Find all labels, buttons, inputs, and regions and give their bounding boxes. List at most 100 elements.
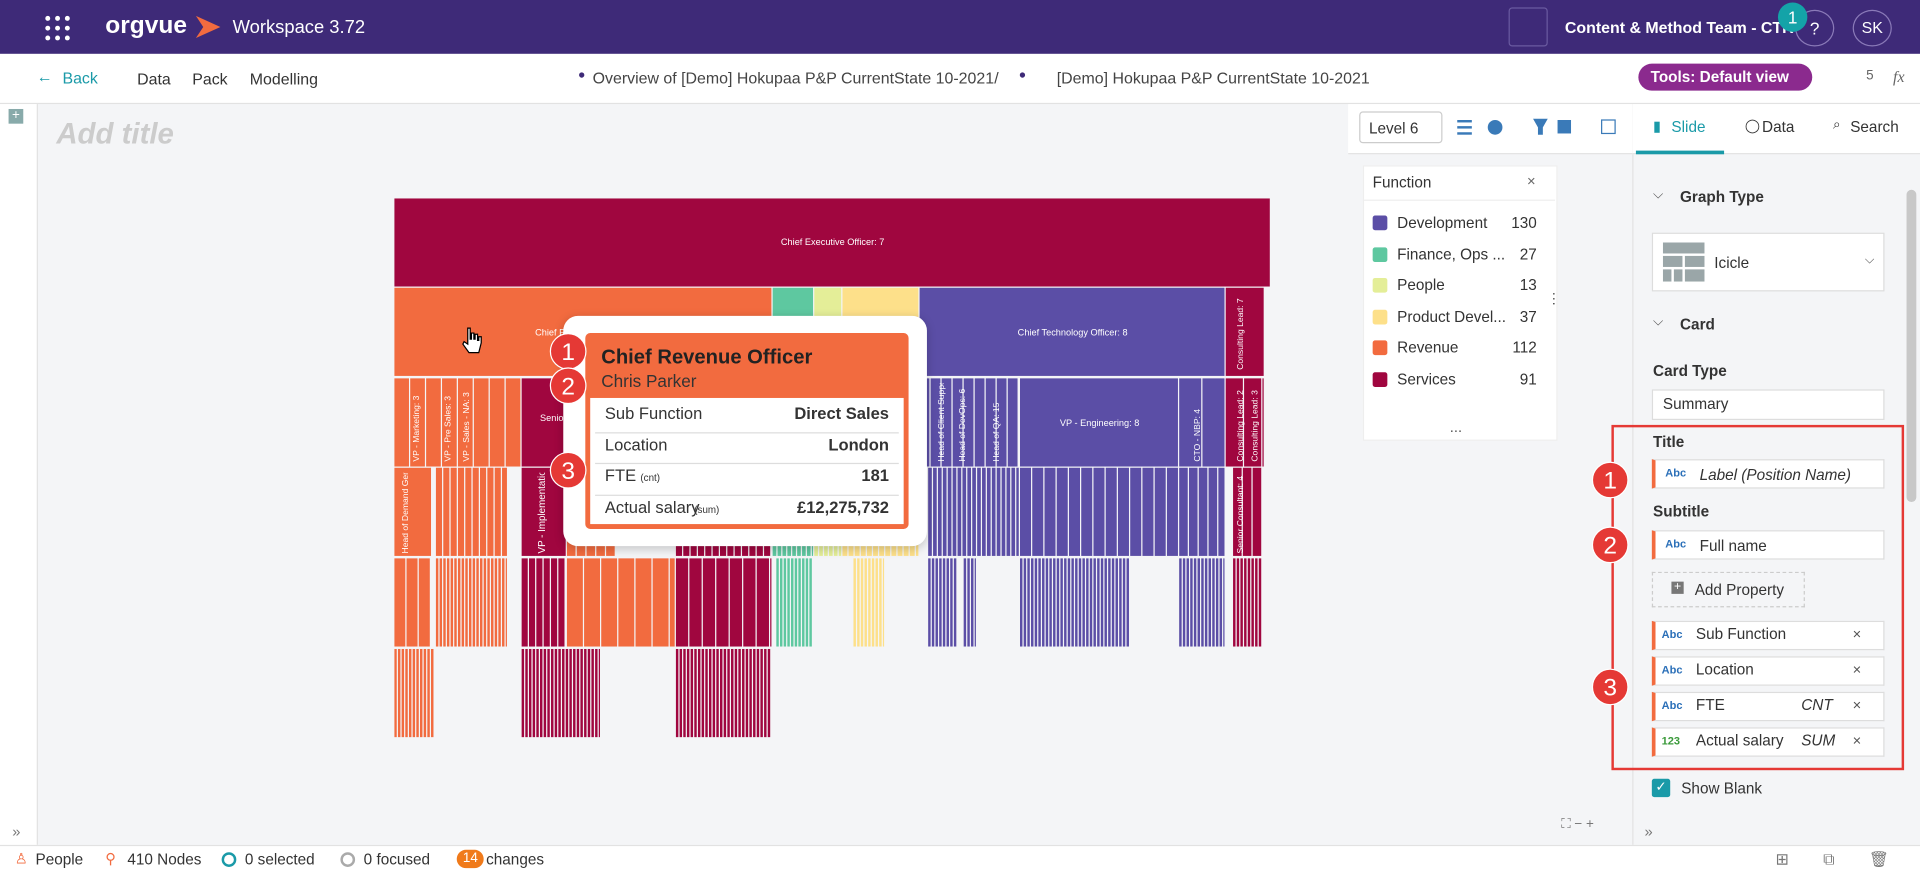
- icicle-node[interactable]: [1081, 467, 1093, 556]
- icicle-node[interactable]: [776, 558, 779, 647]
- status-item[interactable]: 410 Nodes: [127, 851, 202, 869]
- icicle-node[interactable]: [1020, 558, 1023, 647]
- icicle-node[interactable]: [431, 648, 434, 738]
- icicle-node[interactable]: [1038, 558, 1041, 647]
- icicle-node[interactable]: [853, 558, 856, 647]
- title-placeholder[interactable]: Add title: [56, 117, 174, 151]
- icicle-node[interactable]: [427, 648, 430, 738]
- icicle-node[interactable]: [543, 648, 547, 738]
- icicle-node[interactable]: [584, 648, 587, 738]
- icicle-node[interactable]: [1225, 378, 1243, 467]
- icicle-node[interactable]: [498, 558, 501, 647]
- icicle-node[interactable]: [547, 648, 550, 738]
- icicle-node[interactable]: [935, 558, 938, 647]
- icicle-node[interactable]: [1142, 467, 1154, 556]
- icicle-node[interactable]: [405, 648, 408, 738]
- add-slide[interactable]: +: [8, 108, 24, 124]
- icicle-node[interactable]: [1219, 558, 1223, 647]
- icicle-node[interactable]: [489, 378, 505, 467]
- icicle-node[interactable]: [857, 558, 860, 647]
- icicle-node[interactable]: [394, 648, 397, 738]
- icicle-node[interactable]: [1252, 467, 1262, 556]
- icicle-node[interactable]: [435, 467, 443, 556]
- chevron[interactable]: ⌵: [1653, 187, 1664, 203]
- icicle-node[interactable]: [985, 378, 996, 467]
- breadcrumb[interactable]: Overview of [Demo] Hokupaa P&P CurrentSt…: [592, 68, 995, 87]
- icicle-node[interactable]: [406, 558, 418, 647]
- icicle-node[interactable]: [860, 558, 864, 647]
- icicle-node[interactable]: [701, 648, 705, 738]
- status-item[interactable]: 0 selected: [244, 851, 315, 869]
- icicle-node[interactable]: [694, 648, 697, 738]
- card-type-select[interactable]: Summary: [1651, 389, 1885, 421]
- icicle-node[interactable]: [1179, 378, 1202, 467]
- icicle-node[interactable]: [1075, 558, 1078, 647]
- icicle-node[interactable]: [543, 558, 550, 647]
- icicle-node[interactable]: [1034, 558, 1038, 647]
- legend-swatch[interactable]: [1372, 277, 1388, 293]
- icicle-node[interactable]: [802, 558, 805, 647]
- apps-icon[interactable]: [44, 15, 71, 42]
- icicle-node[interactable]: [418, 558, 430, 647]
- property-field[interactable]: [1651, 727, 1885, 757]
- icicle-node[interactable]: [1068, 467, 1081, 556]
- icicle-node[interactable]: [394, 558, 406, 647]
- icicle-node[interactable]: [952, 467, 957, 556]
- icicle-node[interactable]: [864, 558, 867, 647]
- icicle-node[interactable]: [1064, 558, 1067, 647]
- icicle-node[interactable]: [457, 467, 465, 556]
- scrollbar[interactable]: [1906, 189, 1917, 503]
- tab[interactable]: Data: [1762, 118, 1795, 136]
- icicle-node[interactable]: [942, 558, 946, 647]
- section-heading[interactable]: Card: [1680, 315, 1715, 334]
- status-item[interactable]: 0 focused: [363, 851, 431, 869]
- icicle-node[interactable]: [928, 467, 932, 556]
- icicle-node[interactable]: [521, 558, 528, 647]
- icicle-node[interactable]: [1258, 558, 1262, 647]
- legend-swatch[interactable]: [1372, 340, 1388, 356]
- icicle-node[interactable]: [551, 558, 558, 647]
- legend-more[interactable]: ...: [1449, 418, 1463, 436]
- icicle-node[interactable]: [461, 558, 465, 647]
- icicle-node[interactable]: [480, 558, 483, 647]
- icicle-node[interactable]: [1223, 558, 1225, 647]
- icicle-node[interactable]: [1078, 558, 1082, 647]
- icicle-node[interactable]: [502, 467, 507, 556]
- icicle-node[interactable]: [689, 558, 702, 647]
- icicle-node[interactable]: [450, 467, 457, 556]
- level-select[interactable]: Level 6: [1359, 111, 1443, 144]
- icicle-node[interactable]: [554, 648, 558, 738]
- app-logo[interactable]: orgvue: [105, 12, 187, 40]
- legend-name[interactable]: Product Devel...: [1397, 307, 1507, 326]
- zoom-controls[interactable]: ⛶ − +: [1561, 816, 1594, 832]
- icicle-node[interactable]: [1247, 558, 1251, 647]
- icicle-node[interactable]: [963, 558, 967, 647]
- icicle-node[interactable]: [569, 648, 572, 738]
- status-icons[interactable]: ⊞⧉🗑: [1775, 849, 1920, 869]
- icicle-node[interactable]: [1122, 558, 1126, 647]
- property-field[interactable]: [1651, 620, 1885, 651]
- icicle-node[interactable]: [536, 648, 539, 738]
- breadcrumb[interactable]: [Demo] Hokupaa P&P CurrentState 10-2021: [1056, 68, 1370, 87]
- icicle-node[interactable]: [494, 467, 501, 556]
- icicle-node[interactable]: [573, 648, 576, 738]
- icicle-node[interactable]: [780, 558, 783, 647]
- icicle-node[interactable]: [1130, 467, 1142, 556]
- icicle-node[interactable]: [1056, 467, 1068, 556]
- nav-item[interactable]: Pack: [192, 69, 228, 89]
- icicle-node[interactable]: [1188, 467, 1198, 556]
- icicle-node[interactable]: [1060, 558, 1063, 647]
- icicle-node[interactable]: [1089, 558, 1093, 647]
- remove[interactable]: ×: [1852, 696, 1862, 714]
- icicle-node[interactable]: [1236, 558, 1240, 647]
- icicle-node[interactable]: [465, 467, 472, 556]
- icicle-node[interactable]: [756, 648, 760, 738]
- nav-item[interactable]: Data: [137, 69, 171, 89]
- icicle-node[interactable]: [540, 648, 543, 738]
- icicle-node[interactable]: [697, 648, 701, 738]
- remove[interactable]: ×: [1852, 661, 1862, 679]
- icicle-node[interactable]: [1218, 467, 1225, 556]
- icicle-node[interactable]: [1244, 558, 1247, 647]
- tab[interactable]: Search: [1850, 118, 1899, 136]
- icicle-node[interactable]: [1262, 378, 1264, 467]
